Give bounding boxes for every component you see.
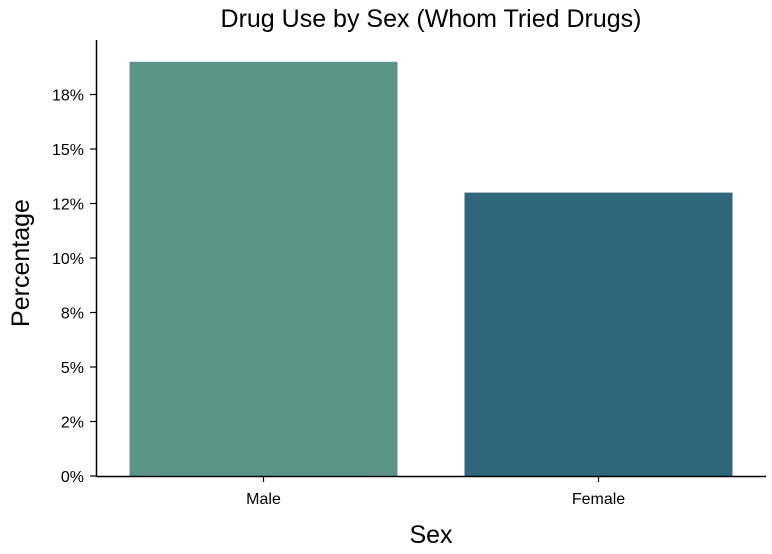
- y-tick-label: 0%: [61, 469, 84, 486]
- bar-female: [464, 192, 733, 476]
- x-tick-label: Female: [572, 491, 625, 508]
- x-ticks-group: Male Female: [246, 476, 625, 508]
- chart-title: Drug Use by Sex (Whom Tried Drugs): [221, 5, 642, 33]
- y-tick-label: 15%: [52, 142, 84, 159]
- bar-male: [129, 61, 398, 477]
- y-tick-label: 8%: [61, 306, 84, 323]
- x-tick-label: Male: [246, 491, 281, 508]
- y-tick-label: 12%: [52, 197, 84, 214]
- y-tick-label: 10%: [52, 251, 84, 268]
- y-tick-label: 2%: [61, 415, 84, 432]
- y-tick-label: 18%: [52, 88, 84, 105]
- y-axis-label: Percentage: [7, 199, 35, 327]
- y-tick-label: 5%: [61, 360, 84, 377]
- bars-group: [129, 61, 733, 477]
- x-axis-label: Sex: [409, 521, 453, 549]
- y-ticks-group: 0% 2% 5% 8% 10% 12% 15% 18%: [52, 88, 96, 486]
